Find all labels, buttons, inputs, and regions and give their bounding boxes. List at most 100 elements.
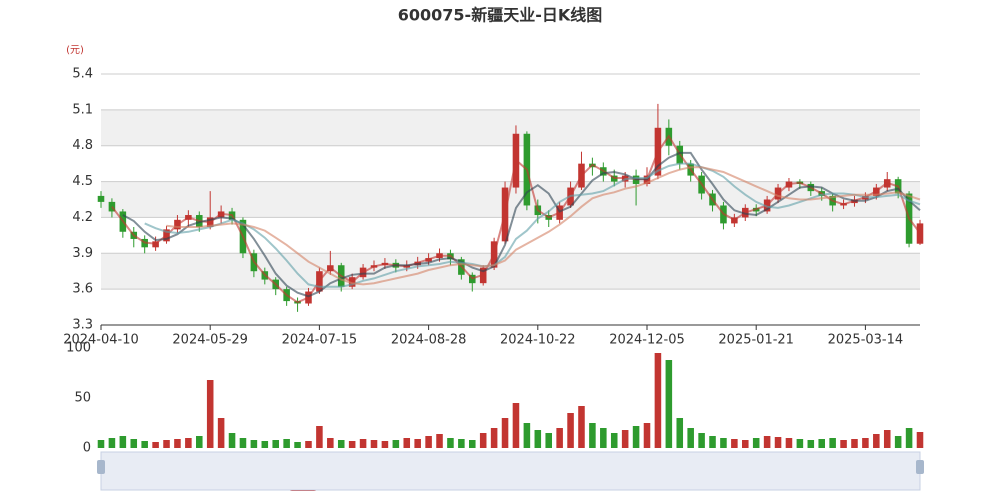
volume-bar bbox=[676, 418, 684, 448]
volume-bar bbox=[501, 418, 509, 448]
volume-tick-label: 50 bbox=[74, 391, 91, 406]
volume-bar bbox=[851, 439, 858, 448]
ma-line bbox=[122, 151, 921, 298]
volume-bar bbox=[883, 430, 891, 448]
y-tick-label: 3.6 bbox=[72, 282, 93, 297]
volume-tick-label: 0 bbox=[83, 441, 91, 456]
volume-bar bbox=[337, 440, 345, 448]
volume-bar bbox=[785, 438, 793, 448]
volume-bar bbox=[621, 430, 629, 448]
volume-bar bbox=[261, 441, 269, 448]
volume-bar bbox=[905, 428, 913, 448]
volume-bar bbox=[752, 438, 760, 448]
y-tick-label: 4.2 bbox=[72, 210, 93, 225]
volume-bar bbox=[829, 438, 836, 448]
volume-bar bbox=[632, 426, 640, 448]
volume-bar bbox=[512, 403, 520, 448]
zoom-handle[interactable] bbox=[97, 460, 105, 474]
x-tick-label: 2025-01-21 bbox=[718, 333, 794, 348]
volume-bar bbox=[414, 439, 421, 448]
x-tick-label: 2024-12-05 bbox=[609, 333, 685, 348]
volume-bar bbox=[152, 442, 159, 448]
volume-bar bbox=[589, 423, 596, 448]
volume-bar bbox=[545, 433, 552, 448]
candle-body bbox=[108, 201, 116, 212]
volume-bar bbox=[283, 439, 290, 448]
zoom-handle[interactable] bbox=[916, 460, 924, 474]
y-tick-label: 5.1 bbox=[72, 102, 93, 117]
volume-bar bbox=[490, 428, 498, 448]
volume-bar bbox=[370, 440, 378, 448]
volume-bar bbox=[119, 436, 127, 448]
volume-bar bbox=[130, 439, 138, 448]
x-tick-label: 2025-03-14 bbox=[828, 333, 904, 348]
volume-bar bbox=[556, 428, 563, 448]
ma-line bbox=[111, 134, 921, 304]
volume-bar bbox=[479, 433, 487, 448]
volume-bar bbox=[436, 434, 443, 448]
volume-bar bbox=[894, 436, 902, 448]
volume-bar bbox=[458, 439, 465, 448]
volume-bar bbox=[742, 440, 749, 448]
volume-bar bbox=[359, 439, 367, 448]
volume-bar bbox=[305, 441, 312, 448]
volume-bar bbox=[534, 430, 542, 448]
volume-bar bbox=[654, 353, 662, 448]
volume-bar bbox=[294, 442, 301, 448]
ma-line bbox=[166, 166, 921, 286]
volume-bar bbox=[250, 440, 258, 448]
volume-bar bbox=[239, 438, 247, 448]
volume-bar bbox=[818, 439, 825, 448]
volume-bar bbox=[687, 428, 694, 448]
volume-bar bbox=[163, 440, 170, 448]
candle-body bbox=[97, 195, 105, 202]
volume-bar bbox=[403, 438, 411, 448]
volume-bar bbox=[731, 439, 738, 448]
x-tick-label: 2024-10-22 bbox=[500, 333, 576, 348]
volume-bar bbox=[196, 436, 203, 448]
y-tick-label: 5.4 bbox=[72, 67, 93, 82]
volume-bar bbox=[206, 380, 214, 448]
volume-bar bbox=[796, 439, 804, 448]
volume-bar bbox=[840, 440, 847, 448]
volume-bar bbox=[774, 437, 782, 448]
volume-bar bbox=[523, 423, 531, 448]
x-tick-label: 2024-07-15 bbox=[282, 333, 358, 348]
volume-bar bbox=[141, 441, 148, 448]
volume-bar bbox=[327, 438, 334, 448]
volume-bar bbox=[600, 428, 607, 448]
volume-bar bbox=[763, 436, 771, 448]
volume-bar bbox=[862, 438, 869, 448]
volume-bar bbox=[709, 436, 716, 448]
volume-bar bbox=[643, 423, 651, 448]
chart-title: 600075-新疆天业-日K线图 bbox=[398, 6, 602, 25]
volume-bar bbox=[228, 433, 236, 448]
volume-bar bbox=[392, 440, 400, 448]
y-tick-label: 4.5 bbox=[72, 174, 93, 189]
volume-bar bbox=[381, 441, 389, 448]
x-tick-label: 2024-05-29 bbox=[172, 333, 248, 348]
y-tick-label: 3.9 bbox=[72, 246, 93, 261]
y-tick-label: 4.8 bbox=[72, 138, 93, 153]
grid-band bbox=[101, 253, 920, 290]
volume-bar bbox=[425, 436, 432, 448]
volume-bar bbox=[610, 433, 618, 448]
volume-bar bbox=[108, 438, 116, 448]
volume-bar bbox=[469, 440, 476, 448]
volume-bar bbox=[720, 438, 727, 448]
data-zoom[interactable] bbox=[97, 451, 924, 491]
zoom-track[interactable] bbox=[100, 451, 921, 491]
grid-band bbox=[101, 109, 920, 146]
volume-bar bbox=[698, 433, 705, 448]
x-tick-label: 2024-04-10 bbox=[63, 333, 139, 348]
x-tick-label: 2024-08-28 bbox=[391, 333, 467, 348]
y-unit: (元) bbox=[66, 45, 84, 56]
volume-bar bbox=[348, 441, 356, 448]
volume-bar bbox=[578, 406, 585, 448]
volume-bar bbox=[873, 434, 880, 448]
volume-bar bbox=[217, 418, 225, 448]
volume-bar bbox=[185, 438, 192, 448]
volume-bar bbox=[97, 440, 105, 448]
